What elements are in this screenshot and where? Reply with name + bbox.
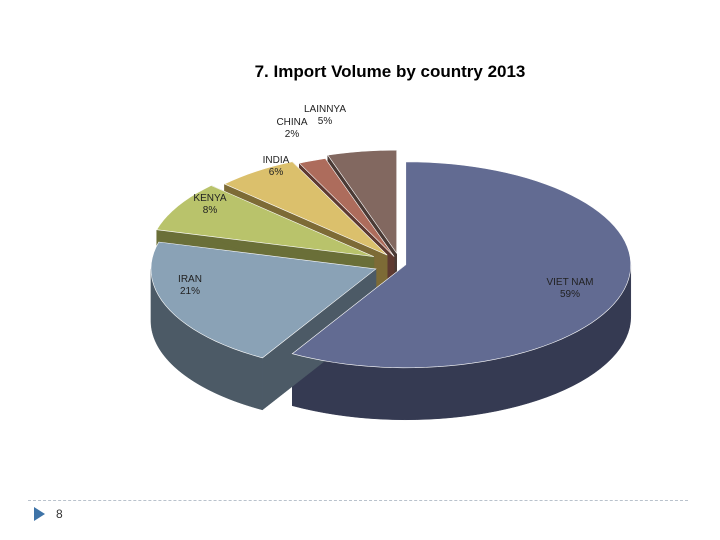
page-number: 8 <box>56 507 63 521</box>
bullet-triangle-icon <box>34 507 45 521</box>
slice-label-name: KENYA <box>193 193 226 204</box>
chart-title: 7. Import Volume by country 2013 <box>254 62 526 81</box>
pie-slice-kenya <box>156 185 374 257</box>
slice-label-name: CHINA <box>276 117 307 128</box>
slice-label-value: 5% <box>318 116 333 127</box>
pie-slice-lainnya <box>327 149 397 255</box>
pie-slice-viet-nam <box>291 161 632 369</box>
slice-label-value: 8% <box>203 205 218 216</box>
slice-label-name: VIET NAM <box>546 277 593 288</box>
slice-label-name: LAINNYA <box>304 104 346 115</box>
slice-label-value: 21% <box>180 286 200 297</box>
slice-label-value: 59% <box>560 289 580 300</box>
pie-slice-china <box>298 158 395 257</box>
footer-divider <box>28 500 688 501</box>
slice-label-value: 2% <box>285 129 300 140</box>
pie-slice-india <box>223 161 388 256</box>
slice-label-name: IRAN <box>178 274 202 285</box>
pie-tops <box>150 149 632 369</box>
slice-label-name: INDIA <box>263 155 290 166</box>
slice-label-value: 6% <box>269 167 284 178</box>
pie-slice-iran <box>150 241 377 359</box>
